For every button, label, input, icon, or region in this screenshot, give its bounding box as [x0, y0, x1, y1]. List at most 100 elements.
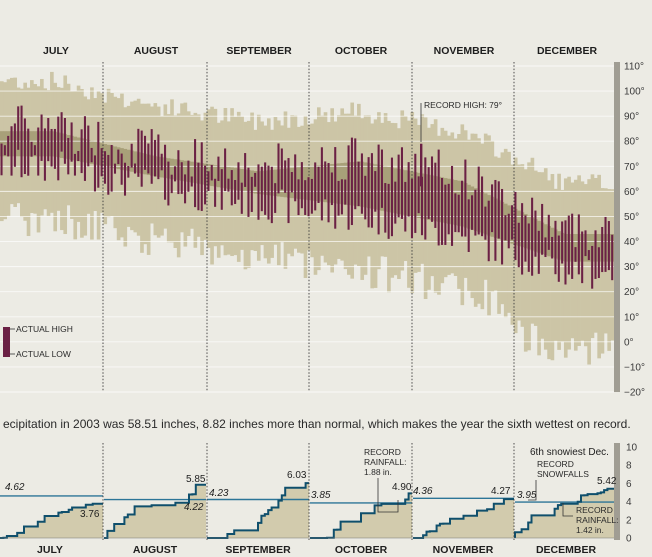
daily-temperature-bar: [404, 181, 407, 232]
rain-tick-label: 8: [626, 461, 632, 472]
daily-temperature-bar: [47, 118, 50, 162]
daily-temperature-bar: [150, 129, 153, 184]
daily-temperature-bar: [524, 215, 527, 262]
daily-temperature-bar: [57, 116, 60, 181]
record-band-day: [510, 164, 515, 325]
daily-temperature-bar: [277, 143, 280, 194]
daily-temperature-bar: [127, 165, 130, 178]
actual-july: 3.76: [80, 509, 100, 520]
temperature-tick-label: −20°: [624, 388, 645, 399]
record-band-day: [550, 174, 555, 361]
temperature-tick-label: −10°: [624, 362, 645, 373]
month-label-august: AUGUST: [134, 45, 179, 57]
record-high-label: RECORD HIGH: 79°: [424, 100, 502, 110]
daily-temperature-bar: [531, 197, 534, 276]
daily-temperature-bar: [53, 128, 56, 169]
daily-temperature-bar: [7, 135, 10, 157]
daily-temperature-bar: [73, 153, 76, 176]
daily-temperature-bar: [214, 178, 217, 207]
normal-band-day: [126, 149, 131, 172]
bottom-label-july: JULY: [37, 544, 63, 556]
daily-temperature-bar: [457, 194, 460, 233]
normal-band-day: [73, 136, 78, 161]
daily-temperature-bar: [107, 154, 110, 195]
normal-band-day: [273, 169, 278, 197]
daily-temperature-bar: [234, 180, 237, 204]
normal-band-day: [123, 148, 128, 171]
daily-temperature-bar: [120, 153, 123, 185]
normal-band-day: [33, 131, 38, 157]
daily-temperature-bar: [410, 178, 414, 239]
daily-temperature-bar: [370, 153, 373, 228]
daily-temperature-bar: [461, 180, 464, 237]
daily-temperature-bar: [123, 162, 127, 196]
daily-temperature-bar: [310, 178, 313, 214]
daily-temperature-bar: [591, 245, 594, 289]
daily-temperature-bar: [447, 183, 450, 235]
daily-temperature-bar: [130, 143, 133, 168]
daily-temperature-bar: [327, 162, 330, 223]
actual-december: 5.42: [597, 476, 617, 487]
daily-temperature-bar: [90, 147, 93, 163]
daily-temperature-bar: [587, 250, 590, 261]
daily-temperature-bar: [177, 150, 180, 195]
daily-temperature-bar: [160, 153, 163, 171]
daily-temperature-bar: [210, 164, 213, 181]
daily-temperature-bar: [481, 176, 484, 237]
daily-temperature-bar: [387, 183, 390, 239]
daily-temperature-bar: [220, 169, 223, 210]
daily-temperature-bar: [584, 230, 587, 257]
rain-area-month: [0, 503, 103, 538]
daily-temperature-bar: [204, 165, 207, 205]
oct-record-line2: RAINFALL:: [364, 457, 407, 467]
daily-temperature-bar: [377, 144, 380, 235]
daily-temperature-bar: [611, 234, 614, 281]
normal-september: 4.23: [209, 488, 229, 499]
daily-temperature-bars: [0, 105, 614, 289]
daily-temperature-bar: [27, 128, 30, 176]
daily-temperature-bar: [80, 129, 83, 174]
daily-temperature-bar: [60, 112, 63, 152]
normal-band-day: [190, 161, 194, 183]
daily-temperature-bar: [400, 147, 403, 219]
temperature-tick-label: 110°: [624, 62, 644, 73]
daily-temperature-bar: [440, 177, 444, 245]
daily-temperature-bar: [77, 150, 80, 162]
rain-axis-bar: [614, 443, 620, 540]
daily-temperature-bar: [554, 220, 557, 275]
cumulative-rain-lines: [0, 482, 614, 539]
temperature-tick-label: 40°: [624, 237, 639, 248]
rain-area-month: [515, 488, 614, 538]
daily-temperature-bar: [117, 149, 120, 165]
daily-temperature-bar: [541, 203, 544, 255]
normal-band-day: [93, 141, 98, 165]
month-label-november: NOVEMBER: [434, 45, 495, 57]
daily-temperature-bar: [450, 165, 454, 246]
daily-temperature-bar: [527, 223, 530, 272]
daily-temperature-bar: [190, 176, 193, 187]
normal-band-day: [113, 146, 118, 169]
daily-temperature-bar: [567, 215, 570, 275]
daily-temperature-bar: [414, 153, 417, 233]
daily-temperature-bar: [174, 166, 177, 182]
daily-temperature-bar: [43, 128, 46, 181]
daily-temperature-bar: [317, 166, 320, 203]
record-high-bar: [420, 143, 423, 187]
daily-temperature-bar: [304, 180, 307, 215]
rain-tick-label: 2: [626, 515, 632, 526]
rain-tick-label: 6: [626, 479, 632, 490]
temperature-tick-label: 30°: [624, 262, 639, 273]
daily-temperature-bar: [207, 171, 210, 192]
daily-temperature-bar: [581, 231, 584, 284]
daily-temperature-bar: [597, 247, 600, 279]
bottom-label-august: AUGUST: [133, 544, 178, 556]
daily-temperature-bar: [601, 226, 604, 273]
daily-temperature-bar: [164, 144, 167, 200]
daily-temperature-bar: [227, 178, 230, 192]
temperature-tick-label: 60°: [624, 187, 639, 198]
daily-temperature-bar: [574, 247, 577, 262]
record-band-day: [583, 184, 588, 347]
legend-low-label: ACTUAL LOW: [16, 349, 71, 359]
daily-temperature-bar: [314, 162, 317, 211]
